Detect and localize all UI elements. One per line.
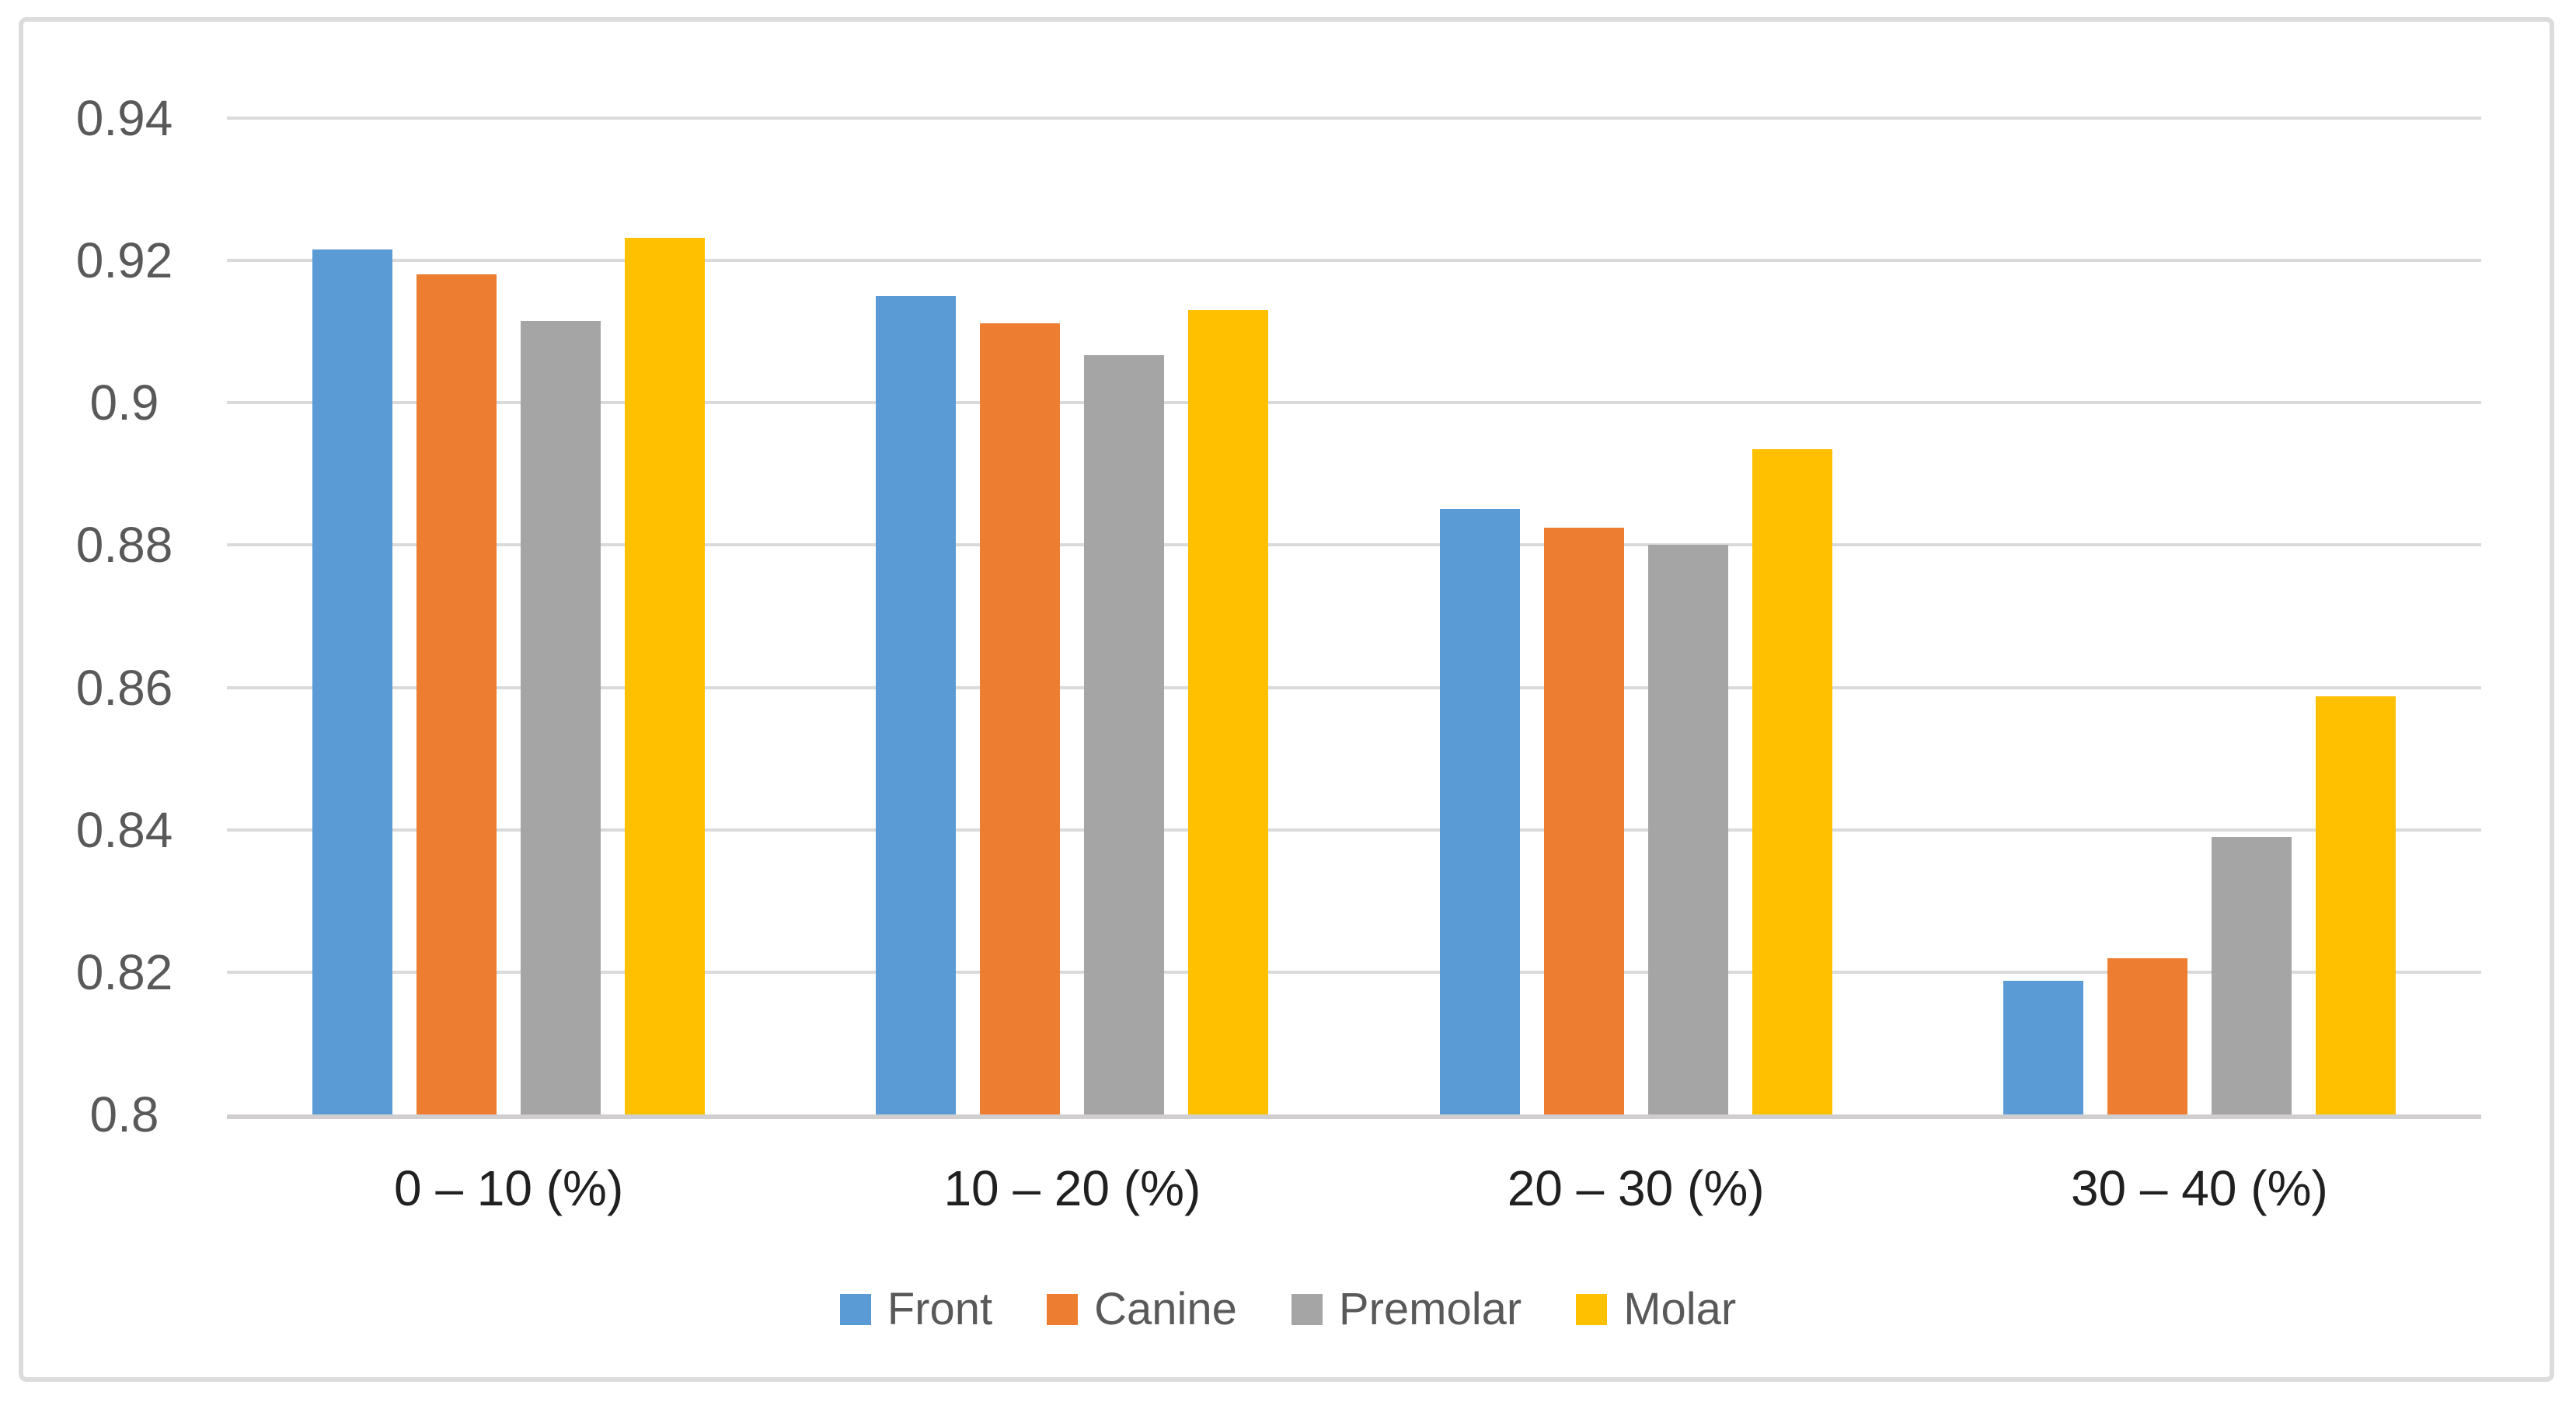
chart-border-frame: [19, 17, 2554, 1382]
legend-label: Canine: [1094, 1284, 1237, 1334]
gridline: [227, 401, 2481, 405]
bar-premolar-group3: [1647, 545, 1728, 1114]
bar-canine-group3: [1543, 527, 1624, 1114]
legend-label: Premolar: [1338, 1284, 1522, 1334]
bar-molar-group4: [2315, 696, 2396, 1114]
legend-item-premolar: Premolar: [1291, 1284, 1522, 1334]
legend-swatch-icon: [1047, 1294, 1079, 1325]
bar-front-group1: [312, 249, 393, 1114]
y-tick-label: 0.86: [75, 659, 173, 716]
y-tick-label: 0.9: [89, 375, 159, 431]
y-tick-label: 0.84: [75, 801, 173, 858]
y-tick-label: 0.94: [75, 90, 173, 146]
bar-premolar-group4: [2211, 836, 2292, 1114]
bar-molar-group1: [625, 237, 706, 1114]
gridline: [227, 685, 2481, 689]
bar-front-group2: [876, 295, 957, 1114]
legend-swatch-icon: [839, 1294, 871, 1325]
bar-front-group3: [1439, 508, 1520, 1114]
bar-canine-group1: [417, 274, 497, 1114]
gridline: [227, 117, 2481, 120]
legend: Front Canine Premolar Molar: [0, 1284, 2576, 1334]
legend-swatch-icon: [1291, 1294, 1323, 1325]
x-category-label: 30 – 40 (%): [2070, 1160, 2328, 1216]
x-axis-line: [227, 1114, 2481, 1119]
x-category-label: 20 – 30 (%): [1507, 1160, 1765, 1216]
gridline: [227, 543, 2481, 547]
legend-swatch-icon: [1576, 1294, 1608, 1325]
y-tick-label: 0.88: [75, 517, 173, 574]
bar-molar-group2: [1188, 310, 1269, 1114]
legend-item-front: Front: [839, 1284, 993, 1334]
x-category-label: 10 – 20 (%): [943, 1160, 1201, 1216]
bar-premolar-group1: [521, 320, 601, 1114]
legend-label: Molar: [1623, 1284, 1737, 1334]
y-tick-label: 0.92: [75, 232, 173, 289]
y-tick-label: 0.8: [89, 1086, 159, 1142]
legend-item-molar: Molar: [1576, 1284, 1737, 1334]
bar-molar-group3: [1752, 448, 1832, 1114]
gridline: [227, 259, 2481, 263]
bar-canine-group4: [2107, 957, 2187, 1114]
bar-premolar-group2: [1084, 354, 1165, 1114]
gridline: [227, 828, 2481, 832]
bar-front-group4: [2003, 980, 2083, 1114]
gridline: [227, 970, 2481, 974]
y-tick-label: 0.82: [75, 943, 173, 1000]
legend-label: Front: [887, 1284, 993, 1334]
x-category-label: 0 – 10 (%): [394, 1160, 624, 1216]
bar-canine-group2: [980, 323, 1061, 1114]
legend-item-canine: Canine: [1047, 1284, 1237, 1334]
